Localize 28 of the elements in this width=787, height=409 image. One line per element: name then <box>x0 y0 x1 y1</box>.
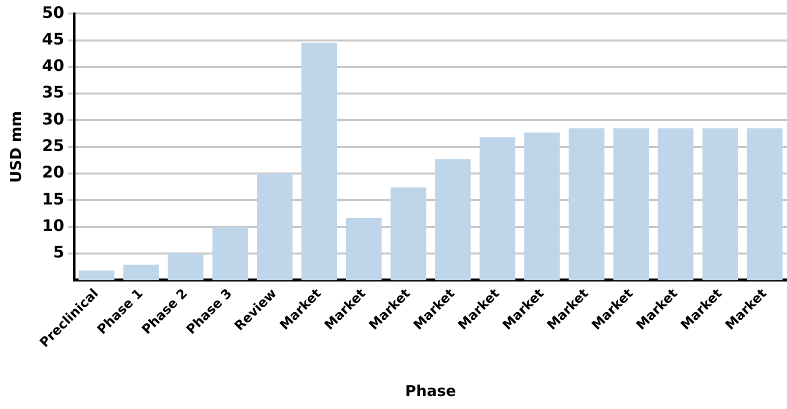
y-tick-label: 45 <box>42 29 64 48</box>
bar <box>390 187 426 280</box>
y-axis-title: USD mm <box>6 110 25 183</box>
bar <box>568 128 604 280</box>
bar <box>435 159 471 280</box>
x-axis-title: Phase <box>405 382 456 400</box>
bar <box>256 174 293 280</box>
y-tick-label: 15 <box>42 189 64 208</box>
y-tick-label: 30 <box>42 109 64 128</box>
bar <box>168 254 204 280</box>
bar <box>480 137 516 280</box>
y-tick-label: 20 <box>42 162 64 182</box>
bar <box>524 132 560 280</box>
y-tick-label: 35 <box>42 82 64 102</box>
bar <box>123 264 159 280</box>
y-tick-label: 50 <box>42 2 64 22</box>
bar <box>658 128 694 280</box>
y-tick-label: 5 <box>53 242 64 262</box>
bar <box>212 226 248 280</box>
bar <box>702 128 738 280</box>
bar <box>346 218 382 280</box>
bar <box>746 128 783 280</box>
y-tick-label: 25 <box>42 136 64 156</box>
y-tick-label: 10 <box>42 216 64 236</box>
y-tick-label: 40 <box>42 56 64 76</box>
bar <box>301 42 338 280</box>
bar <box>78 270 114 280</box>
bar <box>613 128 649 280</box>
